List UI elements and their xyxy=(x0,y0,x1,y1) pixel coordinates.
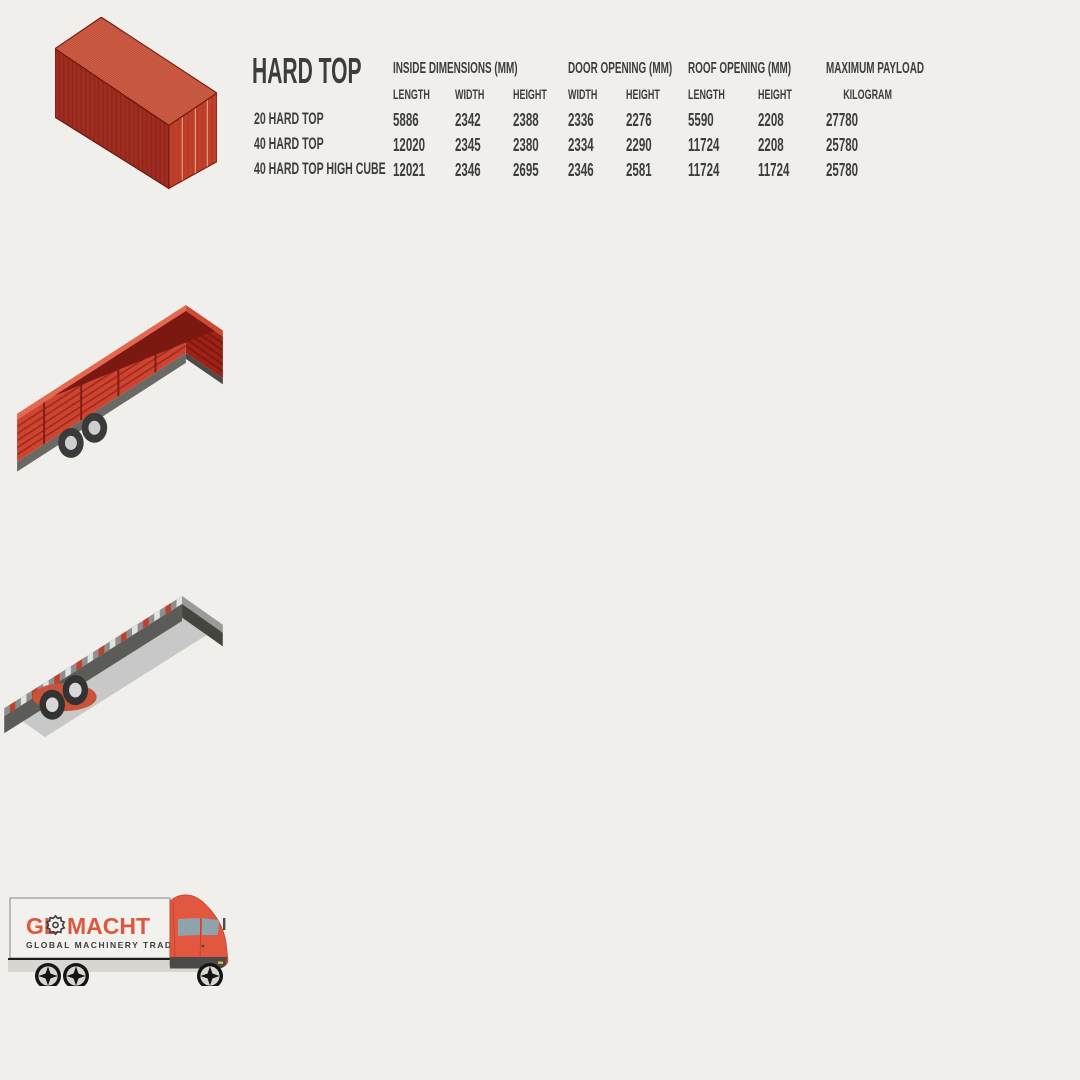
svg-text:GLOBAL MACHINERY TRADER: GLOBAL MACHINERY TRADER xyxy=(26,940,187,950)
svg-text:MACHT: MACHT xyxy=(67,913,150,939)
